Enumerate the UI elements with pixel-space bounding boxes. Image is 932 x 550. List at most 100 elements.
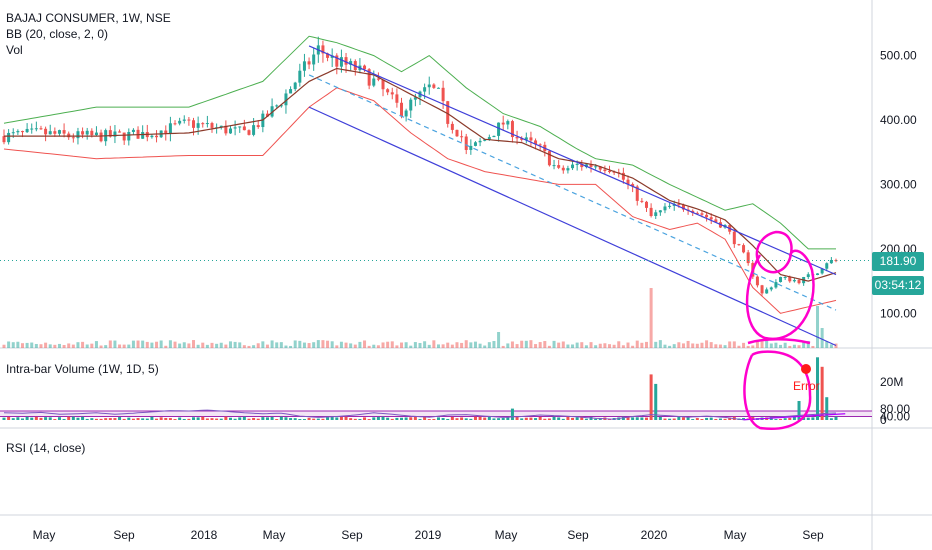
volume-bar <box>534 344 538 348</box>
candle <box>252 125 256 135</box>
channel-line[interactable] <box>308 45 837 276</box>
intrabar-volume-bar <box>196 417 200 420</box>
volume-bar <box>825 341 829 348</box>
volume-bar <box>718 344 722 348</box>
candle <box>668 205 672 207</box>
volume-bar <box>233 341 237 348</box>
legend-rsi[interactable]: RSI (14, close) <box>6 441 86 455</box>
candle <box>446 101 450 124</box>
candle <box>464 136 468 150</box>
intrabar-volume-bar <box>575 417 579 420</box>
intrabar-volume-bar <box>714 418 718 420</box>
volume-bar <box>363 340 367 348</box>
intrabar-volume-bar <box>427 419 431 420</box>
intrabar-volume-bar <box>335 417 339 420</box>
volume-bar <box>543 341 547 348</box>
volume-bar <box>182 342 186 348</box>
volume-bar <box>90 343 94 348</box>
intrabar-volume-bar <box>224 416 228 420</box>
candle <box>349 61 353 65</box>
intrabar-volume-bar <box>404 417 408 420</box>
volume-bar <box>413 342 417 348</box>
intrabar-volume-bar <box>672 418 676 420</box>
legend-bb[interactable]: BB (20, close, 2, 0) <box>6 27 109 41</box>
intrabar-volume-bar <box>390 418 394 420</box>
volume-bar <box>247 345 251 348</box>
volume-bar <box>187 343 191 348</box>
candle <box>829 260 833 264</box>
candle <box>25 128 29 133</box>
volume-bar <box>617 341 621 348</box>
legend-intrabar[interactable]: Intra-bar Volume (1W, 1D, 5) <box>6 362 159 376</box>
candle <box>695 212 699 214</box>
intrabar-volume-bar <box>621 416 625 420</box>
intrabar-volume-bar <box>538 416 542 420</box>
volume-bar <box>441 344 445 348</box>
intrabar-volume-bar <box>349 418 353 420</box>
legend-symbol[interactable]: BAJAJ CONSUMER, 1W, NSE <box>6 11 171 25</box>
last-price-badge: 181.90 <box>872 252 924 271</box>
intrabar-volume-bar <box>483 417 487 420</box>
volume-bar <box>631 345 635 348</box>
channel-line[interactable] <box>308 74 837 311</box>
volume-bar <box>131 340 135 348</box>
volume-bar <box>104 345 108 348</box>
candle <box>621 172 625 180</box>
countdown-badge: 03:54:12 <box>872 276 924 295</box>
bb-lower-line <box>3 87 837 314</box>
volume-bar <box>284 345 288 348</box>
intrabar-volume-bar <box>94 418 98 420</box>
candle <box>118 131 122 133</box>
volume-bar <box>584 345 588 348</box>
intrabar-volume-bar <box>728 417 732 420</box>
drawn-circle-top[interactable] <box>755 230 793 274</box>
channel-line[interactable] <box>308 106 837 347</box>
volume-bar <box>298 340 302 348</box>
drawn-stroke[interactable] <box>747 338 811 345</box>
candle <box>335 55 339 67</box>
drawn-circle-price[interactable] <box>745 249 815 341</box>
volume-bar <box>492 340 496 348</box>
volume-bar <box>205 344 209 348</box>
candle <box>34 128 38 130</box>
candle <box>529 137 533 141</box>
intrabar-volume-bar <box>834 416 838 420</box>
volume-bar <box>71 344 75 348</box>
rsi-trendline[interactable] <box>743 413 846 421</box>
candle <box>404 110 408 117</box>
volume-bar <box>755 341 759 348</box>
intrabar-volume-bar <box>816 357 820 420</box>
candle <box>363 65 367 70</box>
volume-bar <box>464 340 468 348</box>
time-axis-label: 2019 <box>415 528 442 542</box>
candle <box>312 54 316 65</box>
legend-vol[interactable]: Vol <box>6 43 23 57</box>
drawn-circle-volume[interactable] <box>743 350 812 430</box>
volume-bar <box>224 344 228 348</box>
intrabar-volume-bar <box>53 419 57 420</box>
volume-bar <box>510 341 514 348</box>
volume-bar <box>85 344 89 348</box>
volume-bar <box>400 342 404 348</box>
candle <box>53 131 57 134</box>
volume-bar <box>742 342 746 348</box>
candle <box>339 57 343 67</box>
volume-bar <box>788 345 792 348</box>
volume-bar <box>256 343 260 348</box>
candle <box>187 119 191 121</box>
intrabar-volume-bar <box>806 417 810 420</box>
volume-bar <box>57 343 61 348</box>
volume-bar <box>612 344 616 348</box>
price-axis-label: 400.00 <box>880 113 917 127</box>
intrabar-volume-bar <box>76 417 80 420</box>
intrabar-volume-bar <box>219 418 223 420</box>
candle <box>20 131 24 133</box>
candle <box>413 97 417 100</box>
intrabar-volume-bar <box>67 416 71 420</box>
intrabar-volume-bar <box>113 418 117 420</box>
price-axis-label: 300.00 <box>880 177 917 191</box>
intrabar-volume-bar <box>820 366 824 420</box>
volume-bar <box>30 342 34 348</box>
candle <box>561 167 565 171</box>
